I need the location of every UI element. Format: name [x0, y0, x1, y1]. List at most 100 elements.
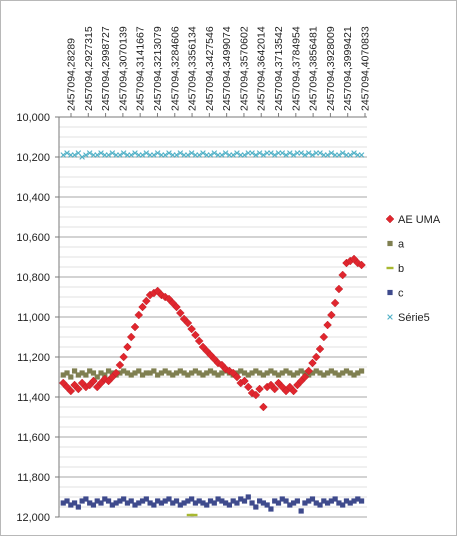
legend-marker — [387, 240, 393, 247]
data-point — [189, 370, 195, 376]
data-point — [60, 152, 67, 158]
data-point — [87, 368, 93, 374]
data-point — [336, 372, 342, 378]
data-point — [136, 368, 142, 374]
data-series — [58, 150, 366, 517]
data-point — [173, 152, 180, 158]
data-point — [109, 150, 116, 156]
data-point — [130, 322, 140, 332]
x-tick-label: 2457094,3928009 — [325, 26, 337, 111]
data-point — [298, 150, 304, 156]
data-point — [268, 368, 274, 374]
data-point — [187, 324, 196, 334]
data-point — [324, 370, 331, 376]
data-point — [309, 496, 316, 502]
x-tick-label: 2457094,3642014 — [256, 26, 268, 111]
data-point — [357, 260, 366, 270]
data-point — [334, 284, 344, 294]
data-point — [117, 152, 123, 158]
data-point — [259, 402, 268, 412]
data-point — [271, 152, 278, 158]
data-point — [177, 150, 184, 156]
y-tick-label: 11,800 — [17, 472, 50, 484]
data-point — [170, 500, 176, 506]
data-point — [142, 296, 151, 306]
data-point — [264, 370, 270, 376]
data-point — [251, 390, 261, 400]
legend-item-b: b — [386, 263, 404, 275]
data-point — [158, 500, 165, 506]
data-point — [347, 152, 354, 158]
data-point — [343, 368, 350, 374]
data-point — [358, 152, 365, 158]
x-tick-label: 2457094,3499074 — [221, 26, 233, 111]
data-point — [136, 500, 142, 506]
data-point — [336, 500, 342, 506]
data-point — [189, 496, 195, 502]
data-point — [287, 370, 293, 376]
data-point — [240, 376, 249, 386]
data-point — [200, 372, 206, 378]
data-point — [207, 152, 214, 158]
data-point — [257, 498, 263, 504]
y-tick-label: 12,000 — [16, 512, 50, 524]
data-point — [294, 370, 300, 376]
data-point — [185, 372, 191, 378]
data-point — [83, 152, 89, 158]
data-point — [105, 368, 112, 374]
y-tick-label: 11,200 — [17, 352, 50, 364]
data-point — [340, 502, 346, 508]
data-point — [328, 150, 335, 156]
legend-item-s-rie5: Série5 — [387, 312, 430, 324]
data-point — [196, 152, 202, 158]
data-point — [319, 332, 329, 342]
legend-marker — [385, 214, 395, 224]
data-point — [196, 370, 202, 376]
data-point — [192, 500, 199, 506]
data-point — [253, 152, 259, 158]
data-point — [66, 386, 76, 396]
legend-marker — [387, 289, 393, 296]
y-tick-label: 10,600 — [16, 232, 50, 244]
data-point — [289, 386, 298, 396]
data-point — [158, 370, 165, 376]
data-point — [166, 496, 172, 502]
data-point — [211, 150, 218, 156]
data-point — [245, 372, 251, 378]
data-point — [151, 368, 157, 374]
data-point — [211, 500, 217, 506]
data-point — [83, 496, 89, 502]
data-point — [79, 370, 85, 376]
y-tick-label: 10,800 — [16, 272, 50, 284]
data-point — [68, 502, 74, 508]
data-point — [321, 372, 327, 378]
data-point — [204, 502, 210, 508]
data-point — [328, 368, 334, 374]
data-point — [290, 500, 297, 506]
data-point — [230, 498, 236, 504]
data-point — [330, 298, 340, 308]
data-point — [275, 500, 282, 506]
data-point — [87, 500, 93, 506]
data-point — [268, 506, 274, 512]
data-point — [302, 152, 308, 158]
y-tick-label: 11,000 — [17, 312, 50, 324]
data-point — [143, 150, 150, 156]
data-point — [351, 372, 357, 378]
data-point — [290, 372, 297, 378]
data-point — [139, 498, 146, 504]
data-point — [139, 152, 146, 158]
data-point — [256, 150, 263, 156]
data-point — [132, 150, 138, 156]
data-point — [111, 368, 121, 378]
data-point — [328, 498, 334, 504]
data-point — [139, 372, 146, 378]
data-point — [207, 368, 214, 374]
data-point — [185, 498, 191, 504]
data-point — [185, 152, 191, 158]
data-point — [219, 498, 225, 504]
legend-marker — [387, 314, 393, 320]
data-point — [155, 372, 161, 378]
